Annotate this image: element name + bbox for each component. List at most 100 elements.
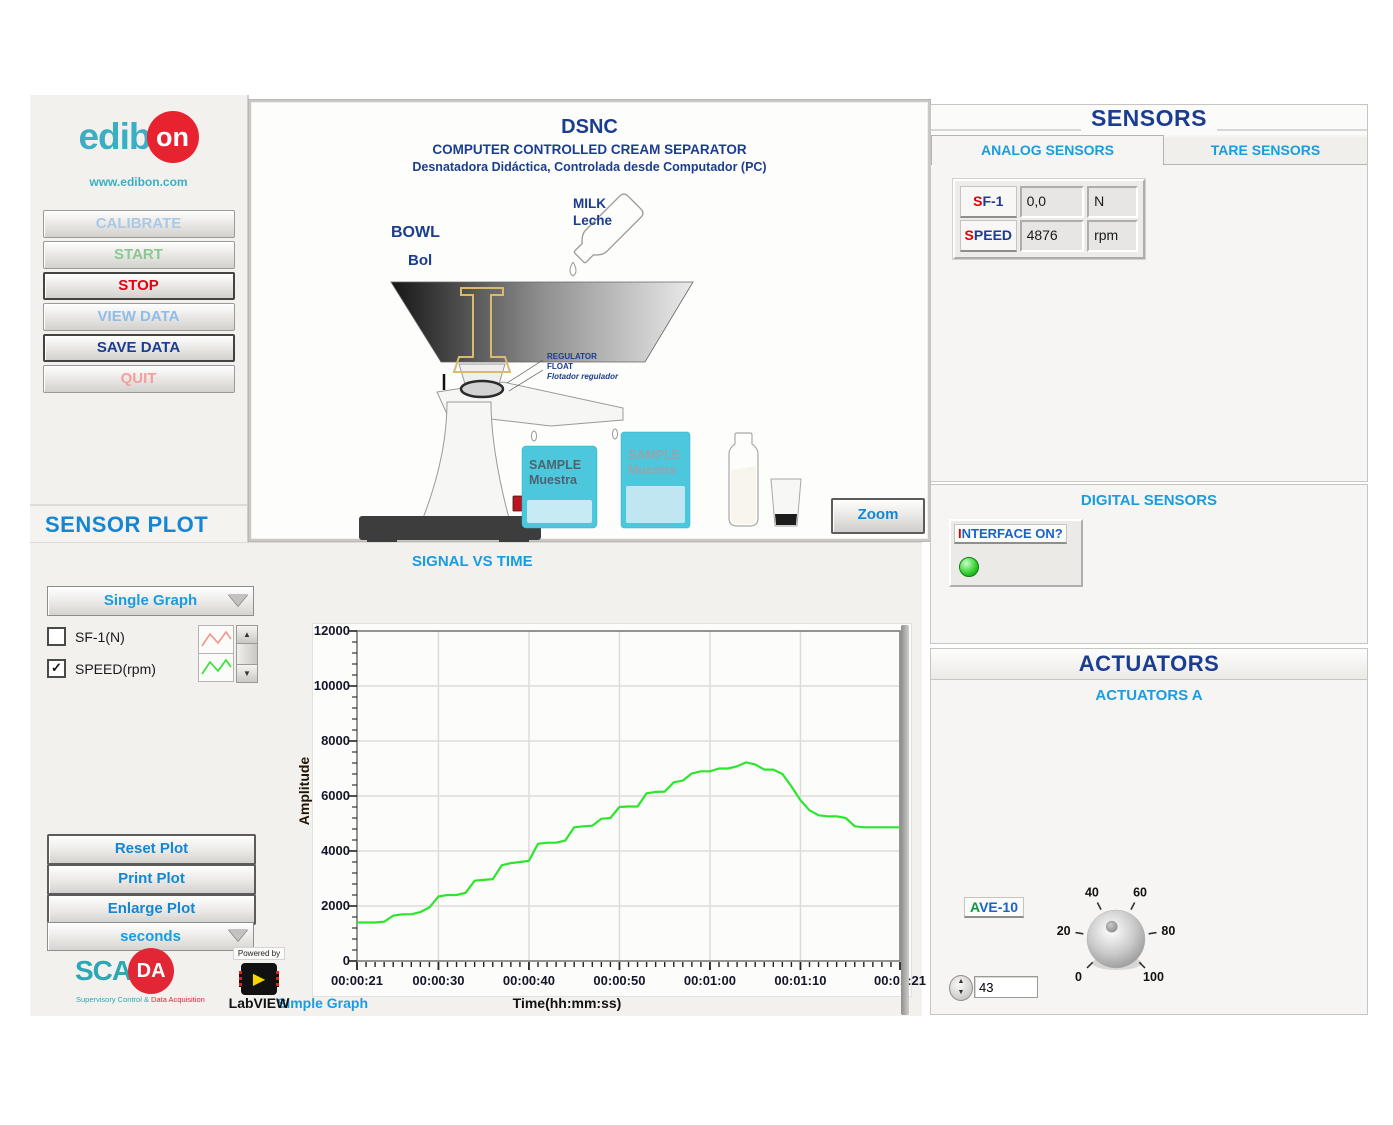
digital-sensors-title: DIGITAL SENSORS xyxy=(1080,492,1218,509)
svg-text:80: 80 xyxy=(1161,924,1175,938)
sf1-unit: N xyxy=(1087,186,1138,218)
view-data-button[interactable]: VIEW DATA xyxy=(42,303,235,331)
scroll-up-arrow[interactable]: ▲ xyxy=(237,626,257,644)
labview-logo: Powered by ▶ LabVIEW xyxy=(226,943,292,1011)
calibrate-button[interactable]: CALIBRATE xyxy=(42,210,235,238)
x-axis-ticks: 00:00:21 00:00:30 00:00:40 00:00:50 00:01:00… xyxy=(331,973,926,991)
regulator-label-3: Flotador regulador xyxy=(547,372,619,381)
y-tick-label: 0 xyxy=(342,953,350,968)
y-tick-label: 6000 xyxy=(321,788,350,803)
pointer-line xyxy=(508,369,544,392)
save-data-button[interactable]: SAVE DATA xyxy=(42,334,235,362)
actuators-title: ACTUATORS xyxy=(931,649,1367,680)
y-tick-label: 8000 xyxy=(321,733,350,748)
separator-base xyxy=(359,516,541,540)
scada-logo: SCA DA xyxy=(75,948,175,994)
sf1-checkbox[interactable] xyxy=(47,627,66,646)
regulator-float xyxy=(459,379,505,399)
power-switch xyxy=(512,495,523,512)
sf1-rest: F-1 xyxy=(982,193,1004,209)
sensor-plot-region: SIGNAL VS TIME Single Graph SF-1(N) SPEE… xyxy=(30,542,926,1016)
base-foot xyxy=(499,538,529,543)
sample-2-es: Muestra xyxy=(628,463,676,477)
svg-text:20: 20 xyxy=(1057,924,1071,938)
labview-label: LabVIEW xyxy=(228,995,290,1011)
speed-value: 4876 xyxy=(1019,220,1085,252)
speed-legend-swatch[interactable] xyxy=(198,653,234,682)
graph-mode-dropdown[interactable]: Single Graph xyxy=(47,586,254,616)
y-tick-label: 4000 xyxy=(321,843,350,858)
interface-on-led xyxy=(959,557,979,577)
x-tick-label: 00:01:21 xyxy=(873,973,927,988)
scada-tagline-teal: Supervisory Control & xyxy=(76,995,149,1004)
ave-rest: VE-10 xyxy=(979,899,1018,915)
chart-scroll-edge xyxy=(901,625,909,1015)
simple-graph-label: Simple Graph xyxy=(277,995,369,1011)
bowl-label-en: BOWL xyxy=(391,224,440,241)
tab-tare-sensors[interactable]: TARE SENSORS xyxy=(1164,137,1367,165)
time-unit-dropdown[interactable]: seconds xyxy=(47,922,254,951)
svg-text:40: 40 xyxy=(1085,885,1099,899)
tab-analog-sensors[interactable]: ANALOG SENSORS xyxy=(931,135,1164,165)
diagram-title: DSNC xyxy=(561,116,618,138)
y-tick-label: 12000 xyxy=(313,623,350,638)
scada-logo-circle: DA xyxy=(128,948,175,994)
interface-initial: I xyxy=(958,526,962,541)
digital-sensors-panel: DIGITAL SENSORS INTERFACE ON? xyxy=(930,484,1368,644)
ave-10-label: AVE-10 xyxy=(964,897,1024,918)
scroll-thumb[interactable] xyxy=(237,644,257,665)
sf1-sensor-chip[interactable]: SF-1 xyxy=(960,186,1017,218)
start-button[interactable]: START xyxy=(42,241,235,269)
quit-button[interactable]: QUIT xyxy=(42,365,235,393)
time-unit-value: seconds xyxy=(120,928,181,945)
print-plot-button[interactable]: Print Plot xyxy=(47,864,256,895)
process-diagram-panel: DSNC COMPUTER CONTROLLED CREAM SEPARATOR… xyxy=(249,100,930,543)
sf1-legend-swatch[interactable] xyxy=(198,625,234,654)
scroll-down-arrow[interactable]: ▼ xyxy=(237,665,257,683)
glass-bottom xyxy=(775,514,797,525)
diagram-subtitle-es: Desnatadora Didáctica, Controlada desde … xyxy=(412,160,767,174)
sf1-initial: S xyxy=(973,193,983,209)
sidebar: edib on www.edibon.com CALIBRATE START S… xyxy=(30,95,249,542)
sample-1-label: SAMPLE Muestra xyxy=(529,458,581,488)
x-tick-label: 00:00:50 xyxy=(593,973,646,988)
x-axis-label: Time(hh:mm:ss) xyxy=(512,995,622,1011)
sf1-value: 0,0 xyxy=(1019,186,1085,218)
speed-sensor-chip[interactable]: SPEED xyxy=(960,220,1017,252)
zoom-button[interactable]: Zoom xyxy=(831,498,925,534)
sf1-line-icon xyxy=(201,630,232,647)
edibon-logo-text: edib xyxy=(78,116,151,157)
bowl-label-es: Bol xyxy=(408,252,433,269)
sensor-row-sf1: SF-1 0,0 N xyxy=(960,186,1138,218)
speed-unit: rpm xyxy=(1087,220,1138,252)
svg-text:60: 60 xyxy=(1133,885,1147,899)
speed-initial: S xyxy=(964,227,974,243)
sensors-panel: SENSORS ANALOG SENSORS TARE SENSORS SF-1… xyxy=(930,104,1368,482)
sample-2-label: SAMPLE Muestra xyxy=(628,448,680,478)
x-tick-label: 00:00:30 xyxy=(412,973,465,988)
enlarge-plot-button[interactable]: Enlarge Plot xyxy=(47,894,256,925)
value-spinner[interactable]: ▲ ▼ xyxy=(949,975,973,1001)
milk-label-es: Leche xyxy=(573,213,613,228)
stop-button[interactable]: STOP xyxy=(42,272,235,300)
edibon-website-label: www.edibon.com xyxy=(89,175,188,189)
svg-text:100: 100 xyxy=(1143,970,1164,984)
ave-10-value-field[interactable]: 43 xyxy=(974,976,1038,998)
edibon-logo-circle: on xyxy=(146,111,199,163)
cream-separator-diagram xyxy=(359,193,802,543)
sample-1-es: Muestra xyxy=(529,473,577,487)
series-toggle-sf1: SF-1(N) xyxy=(47,627,125,646)
sensor-plot-header: SENSOR PLOT xyxy=(30,504,247,542)
ave-10-knob[interactable]: 0 20 40 60 80 100 xyxy=(1016,879,1216,1009)
chart-title: SIGNAL VS TIME xyxy=(412,553,533,570)
speed-checkbox[interactable] xyxy=(47,659,66,678)
milk-label-en: MILK xyxy=(573,196,606,211)
sensors-tabs: ANALOG SENSORS TARE SENSORS xyxy=(931,135,1367,165)
beaker-1-liquid xyxy=(527,500,592,523)
sensor-row-speed: SPEED 4876 rpm xyxy=(960,220,1138,252)
interface-indicator-box: INTERFACE ON? xyxy=(949,519,1083,587)
actuators-a-subtitle: ACTUATORS A xyxy=(1095,687,1203,704)
x-tick-label: 00:00:40 xyxy=(502,973,555,988)
reset-plot-button[interactable]: Reset Plot xyxy=(47,834,256,865)
